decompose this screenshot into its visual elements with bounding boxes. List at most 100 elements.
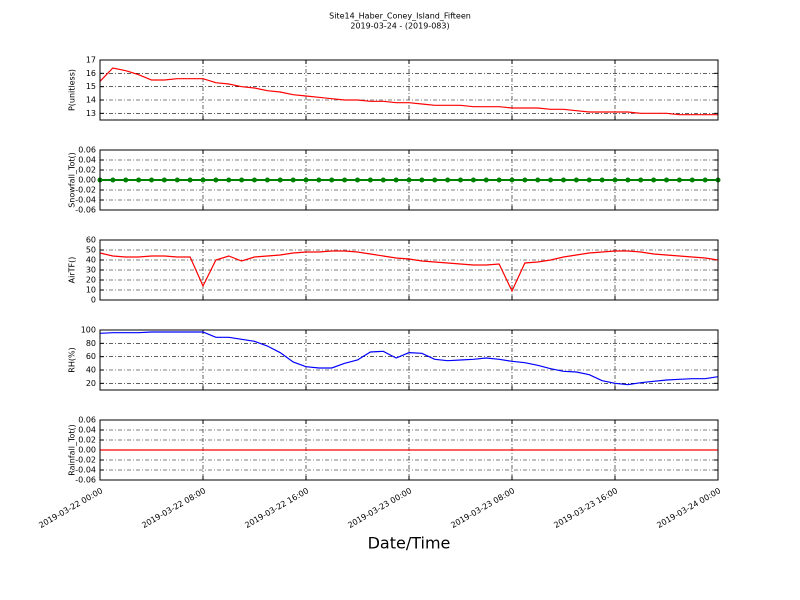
y-axis-label: P(unitless) (68, 69, 77, 111)
marker (367, 177, 373, 183)
marker (509, 177, 515, 183)
x-axis-label: Date/Time (368, 534, 451, 553)
marker (316, 177, 322, 183)
marker (496, 177, 502, 183)
x-tick-label: 2019-03-22 08:00 (140, 486, 207, 530)
x-tick-label: 2019-03-23 16:00 (552, 486, 619, 530)
y-tick-label: 0.04 (78, 426, 96, 435)
marker (419, 177, 425, 183)
marker (226, 177, 232, 183)
marker (264, 177, 270, 183)
marker (200, 177, 206, 183)
marker (406, 177, 412, 183)
y-axis-label: Snowfall_Tot() (68, 152, 77, 208)
y-tick-label: 0 (91, 296, 96, 305)
y-tick-label: -0.04 (75, 196, 96, 205)
series-line (99, 67, 718, 116)
y-tick-label: 17 (86, 56, 96, 65)
y-tick-label: 80 (86, 339, 96, 348)
y-tick-label: 0.00 (78, 176, 96, 185)
y-tick-label: 0.06 (78, 416, 96, 425)
marker (149, 177, 154, 183)
y-tick-label: -0.02 (75, 456, 96, 465)
marker (303, 177, 309, 183)
y-tick-label: 16 (86, 69, 96, 78)
x-tick-label: 2019-03-22 00:00 (37, 486, 104, 530)
marker (123, 177, 129, 183)
marker (586, 177, 592, 183)
y-tick-label: -0.06 (75, 476, 96, 485)
x-tick-label: 2019-03-23 00:00 (346, 486, 413, 530)
y-axis-label: AirTF() (68, 257, 77, 284)
marker (161, 177, 167, 183)
y-tick-label: -0.04 (75, 466, 96, 475)
y-tick-label: 60 (86, 236, 96, 245)
y-tick-label: 13 (86, 109, 96, 118)
chart-title: Site14_Haber_Coney_Island_Fifteen (329, 12, 471, 21)
marker (535, 177, 541, 183)
marker (355, 177, 360, 183)
marker (445, 177, 451, 183)
series-line (99, 331, 719, 386)
y-tick-label: 30 (86, 266, 96, 275)
marker (342, 177, 348, 183)
chart-subtitle: 2019-03-24 - (2019-083) (350, 22, 449, 31)
y-axis-label: RH(%) (68, 347, 77, 372)
y-tick-label: 10 (86, 286, 96, 295)
y-tick-label: 50 (86, 246, 96, 255)
marker (625, 177, 631, 183)
marker (612, 177, 618, 183)
plot-frame (99, 59, 719, 121)
x-tick-label: 2019-03-24 00:00 (655, 486, 722, 530)
marker (290, 177, 296, 183)
y-tick-label: 0.02 (78, 436, 96, 445)
marker (470, 177, 476, 183)
marker (548, 177, 554, 183)
marker (187, 177, 193, 183)
marker (522, 177, 528, 183)
marker (702, 177, 708, 183)
y-tick-label: -0.02 (75, 186, 96, 195)
y-tick-label: 15 (86, 82, 96, 91)
y-tick-label: -0.06 (75, 206, 96, 215)
marker (458, 177, 463, 183)
marker (174, 177, 180, 183)
plot-frame (99, 239, 719, 301)
plot-frame (99, 149, 719, 211)
y-tick-label: 100 (81, 326, 96, 335)
y-tick-label: 0.04 (78, 156, 96, 165)
y-tick-label: 0.02 (78, 166, 96, 175)
series-line (99, 250, 719, 293)
y-tick-label: 20 (86, 276, 96, 285)
y-tick-label: 40 (86, 256, 96, 265)
y-tick-label: 20 (86, 379, 96, 388)
marker (380, 177, 386, 183)
marker (664, 177, 669, 183)
marker (277, 177, 283, 183)
x-tick-label: 2019-03-22 16:00 (243, 486, 310, 530)
marker (213, 177, 219, 183)
marker (573, 177, 579, 183)
y-tick-label: 60 (86, 352, 96, 361)
y-tick-label: 14 (86, 96, 96, 105)
y-tick-label: 0.06 (78, 146, 96, 155)
y-axis-label: Rainfall_Tot() (68, 424, 77, 476)
marker (329, 177, 335, 183)
marker (638, 177, 644, 183)
marker (561, 177, 566, 183)
marker (676, 177, 682, 183)
marker (136, 177, 142, 183)
marker (689, 177, 695, 183)
marker (252, 177, 257, 183)
marker (432, 177, 438, 183)
y-tick-label: 40 (86, 366, 96, 375)
y-tick-label: 0.00 (78, 446, 96, 455)
marker (239, 177, 245, 183)
marker (393, 177, 399, 183)
marker (483, 177, 489, 183)
marker (110, 177, 116, 183)
marker (599, 177, 605, 183)
plot-frame (99, 419, 719, 481)
x-tick-label: 2019-03-23 08:00 (449, 486, 516, 530)
